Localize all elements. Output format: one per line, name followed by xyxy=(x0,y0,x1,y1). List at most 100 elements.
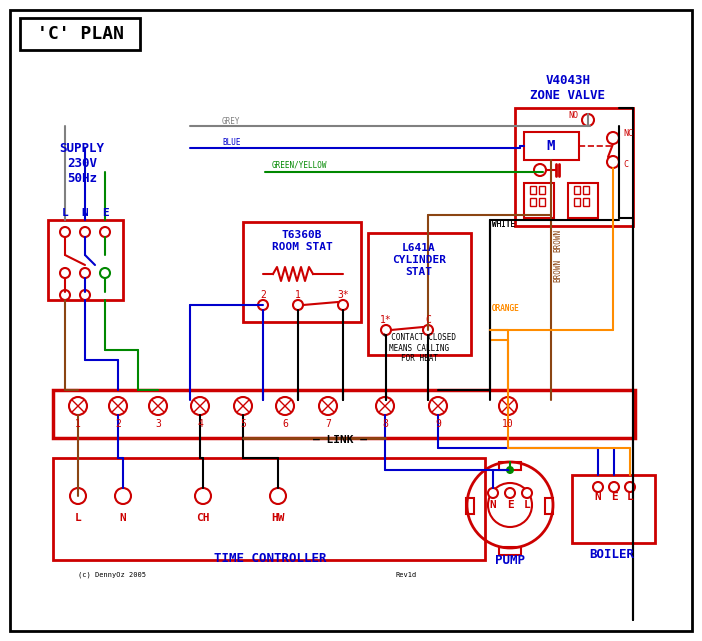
Circle shape xyxy=(338,300,348,310)
Circle shape xyxy=(609,482,619,492)
Circle shape xyxy=(381,325,391,335)
Bar xyxy=(243,222,361,322)
Text: 1: 1 xyxy=(75,419,81,429)
Circle shape xyxy=(60,227,70,237)
Circle shape xyxy=(60,290,70,300)
Text: — LINK —: — LINK — xyxy=(313,435,367,445)
Circle shape xyxy=(625,482,635,492)
Circle shape xyxy=(607,156,619,168)
Bar xyxy=(545,498,553,514)
Text: BLUE: BLUE xyxy=(222,138,241,147)
Text: GREY: GREY xyxy=(222,117,241,126)
Text: L641A
CYLINDER
STAT: L641A CYLINDER STAT xyxy=(392,244,446,277)
Bar xyxy=(466,498,474,514)
Circle shape xyxy=(109,397,127,415)
Text: 1*: 1* xyxy=(380,315,392,325)
Circle shape xyxy=(429,397,447,415)
Text: 6: 6 xyxy=(282,419,288,429)
Text: 2: 2 xyxy=(115,419,121,429)
Text: 3*: 3* xyxy=(337,290,349,300)
Bar xyxy=(574,186,580,194)
Text: TIME CONTROLLER: TIME CONTROLLER xyxy=(213,551,326,565)
Circle shape xyxy=(499,397,517,415)
Circle shape xyxy=(293,300,303,310)
Circle shape xyxy=(534,164,546,176)
Bar xyxy=(583,186,589,194)
Text: 'C' PLAN: 'C' PLAN xyxy=(37,25,124,43)
Bar xyxy=(368,233,471,355)
Text: NO: NO xyxy=(568,110,578,119)
Text: N: N xyxy=(595,492,602,502)
Circle shape xyxy=(191,397,209,415)
Circle shape xyxy=(522,488,532,498)
Text: GREEN/YELLOW: GREEN/YELLOW xyxy=(272,160,328,169)
Bar xyxy=(515,108,633,226)
Text: HW: HW xyxy=(271,513,285,523)
Text: NC: NC xyxy=(623,128,633,138)
Bar xyxy=(53,458,485,560)
Text: C: C xyxy=(425,315,431,325)
Text: E: E xyxy=(102,208,108,218)
Text: 1: 1 xyxy=(295,290,301,300)
Circle shape xyxy=(423,325,433,335)
Bar xyxy=(20,18,140,50)
Circle shape xyxy=(276,397,294,415)
Text: (c) DennyOz 2005: (c) DennyOz 2005 xyxy=(78,572,146,578)
Text: PUMP: PUMP xyxy=(495,553,525,567)
Circle shape xyxy=(80,268,90,278)
Text: E: E xyxy=(611,492,617,502)
Circle shape xyxy=(270,488,286,504)
Text: BROWN: BROWN xyxy=(553,228,562,251)
Circle shape xyxy=(258,300,268,310)
Circle shape xyxy=(60,268,70,278)
Bar xyxy=(530,198,536,206)
Text: * CONTACT CLOSED
MEANS CALLING
FOR HEAT: * CONTACT CLOSED MEANS CALLING FOR HEAT xyxy=(382,333,456,363)
Circle shape xyxy=(582,114,594,126)
Text: C: C xyxy=(623,160,628,169)
Circle shape xyxy=(607,132,619,144)
Circle shape xyxy=(376,397,394,415)
Bar xyxy=(539,198,545,206)
Circle shape xyxy=(234,397,252,415)
Circle shape xyxy=(100,227,110,237)
Circle shape xyxy=(593,482,603,492)
Text: WHITE: WHITE xyxy=(492,219,515,228)
Circle shape xyxy=(505,488,515,498)
Text: N: N xyxy=(489,500,496,510)
Bar xyxy=(530,186,536,194)
Text: ORANGE: ORANGE xyxy=(492,303,519,313)
Bar xyxy=(568,183,598,218)
Text: E: E xyxy=(507,500,513,510)
Circle shape xyxy=(69,397,87,415)
Text: 10: 10 xyxy=(502,419,514,429)
Text: N: N xyxy=(119,513,126,523)
Circle shape xyxy=(115,488,131,504)
Text: BROWN: BROWN xyxy=(553,258,562,281)
Text: 9: 9 xyxy=(435,419,441,429)
Text: 4: 4 xyxy=(197,419,203,429)
Text: N: N xyxy=(81,208,88,218)
Text: L: L xyxy=(524,500,531,510)
Bar xyxy=(572,475,655,543)
Circle shape xyxy=(100,268,110,278)
Circle shape xyxy=(195,488,211,504)
Bar xyxy=(499,547,521,555)
Circle shape xyxy=(488,483,532,527)
Bar xyxy=(499,462,521,470)
Text: BOILER: BOILER xyxy=(590,549,635,562)
Bar xyxy=(48,220,123,300)
Circle shape xyxy=(319,397,337,415)
Text: L: L xyxy=(62,208,68,218)
Text: M: M xyxy=(547,139,555,153)
Circle shape xyxy=(506,466,514,474)
Text: V4043H
ZONE VALVE: V4043H ZONE VALVE xyxy=(531,74,606,102)
Text: 7: 7 xyxy=(325,419,331,429)
Bar xyxy=(524,132,579,160)
Circle shape xyxy=(70,488,86,504)
Text: WHITE: WHITE xyxy=(492,219,515,228)
Text: L: L xyxy=(627,492,633,502)
Text: T6360B
ROOM STAT: T6360B ROOM STAT xyxy=(272,230,332,252)
Text: 8: 8 xyxy=(382,419,388,429)
Text: CH: CH xyxy=(197,513,210,523)
Circle shape xyxy=(149,397,167,415)
